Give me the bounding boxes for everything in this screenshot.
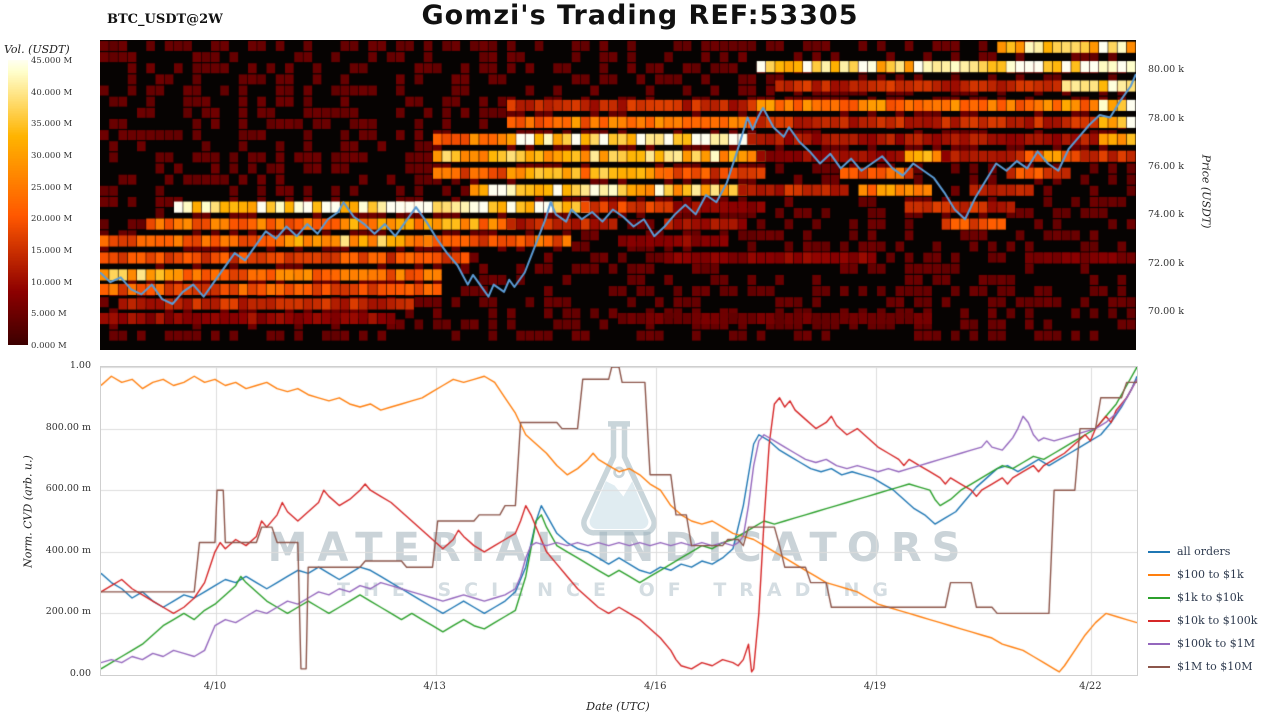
- cvd-lines-canvas: [101, 367, 1137, 675]
- colorbar: [8, 60, 28, 345]
- legend-item: $1M to $10M: [1148, 655, 1278, 678]
- liquidity-heatmap-canvas: [100, 40, 1136, 350]
- legend-label: all orders: [1177, 545, 1231, 558]
- cvd-y-tick: 0.00: [69, 668, 91, 679]
- price-tick: 78.00 k: [1148, 112, 1184, 124]
- page-title: Gomzi's Trading REF:53305: [421, 0, 859, 31]
- cvd-y-tick: 600.00 m: [45, 483, 91, 495]
- colorbar-tick: 20.000 M: [31, 214, 73, 225]
- legend-swatch: [1148, 665, 1170, 668]
- price-tick: 74.00 k: [1148, 209, 1184, 221]
- colorbar-tick: 15.000 M: [31, 246, 73, 256]
- colorbar-tick: 35.000 M: [31, 119, 73, 130]
- colorbar-tick: 0.000 M: [31, 341, 67, 351]
- price-tick: 76.00 k: [1148, 160, 1184, 172]
- price-tick: 80.00 k: [1148, 64, 1184, 76]
- legend-label: $1M to $10M: [1177, 660, 1253, 673]
- legend-label: $10k to $100k: [1177, 614, 1258, 627]
- cvd-y-axis-label: Norm. CVD (arb. u.): [21, 455, 35, 568]
- legend-item: all orders: [1148, 540, 1278, 563]
- legend-label: $100k to $1M: [1177, 637, 1255, 650]
- colorbar-tick: 25.000 M: [31, 182, 73, 193]
- price-axis-ticks: 80.00 k 78.00 k 76.00 k 74.00 k 72.00 k 70.00…: [1142, 40, 1197, 350]
- legend-swatch: [1148, 550, 1170, 553]
- cvd-y-tick: 400.00 m: [45, 544, 91, 556]
- price-axis-label: Price (USDT): [1199, 154, 1213, 229]
- legend-item: $100k to $1M: [1148, 632, 1278, 655]
- colorbar-tick: 10.000 M: [31, 277, 73, 288]
- date-axis-ticks: 4/10 4/13 4/16 4/19 4/22: [100, 679, 1136, 695]
- date-tick: 4/16: [644, 681, 667, 692]
- legend-label: $100 to $1k: [1177, 568, 1244, 581]
- cvd-y-axis-ticks: 1.00 800.00 m 600.00 m 400.00 m 200.00 m 0.00: [0, 360, 95, 679]
- cvd-y-tick: 1.00: [69, 360, 91, 371]
- symbol-label: BTC_USDT@2W: [107, 12, 223, 27]
- legend-swatch: [1148, 619, 1170, 622]
- date-tick: 4/19: [863, 681, 887, 692]
- date-tick: 4/10: [203, 681, 227, 692]
- legend-label: $1k to $10k: [1177, 591, 1244, 604]
- date-tick: 4/13: [423, 681, 446, 692]
- colorbar-label: Vol. (USDT): [4, 43, 70, 56]
- colorbar-ticks: 45.000 M 40.000 M 35.000 M 30.000 M 25.000 M…: [31, 56, 91, 351]
- cvd-y-tick: 200.00 m: [45, 606, 91, 618]
- colorbar-tick: 5.000 M: [31, 309, 67, 320]
- colorbar-tick: 30.000 M: [31, 151, 73, 161]
- colorbar-tick: 45.000 M: [31, 56, 73, 66]
- legend-swatch: [1148, 596, 1170, 599]
- legend: all orders $100 to $1k $1k to $10k $10k to …: [1148, 540, 1278, 678]
- price-tick: 72.00 k: [1148, 257, 1184, 269]
- cvd-y-tick: 800.00 m: [45, 421, 91, 433]
- colorbar-tick: 40.000 M: [31, 87, 73, 98]
- legend-item: $100 to $1k: [1148, 563, 1278, 586]
- legend-swatch: [1148, 642, 1170, 645]
- legend-item: $1k to $10k: [1148, 586, 1278, 609]
- colorbar-gradient: [8, 60, 28, 345]
- date-tick: 4/22: [1079, 681, 1102, 692]
- legend-item: $10k to $100k: [1148, 609, 1278, 632]
- price-tick: 70.00 k: [1148, 306, 1184, 318]
- legend-swatch: [1148, 573, 1170, 576]
- cvd-chart-plot: MATERIAL INDICATORS THE SCIENCE OF TRADI…: [100, 366, 1138, 676]
- date-axis-label: Date (UTC): [586, 700, 650, 713]
- liquidity-heatmap-plot: [100, 40, 1136, 350]
